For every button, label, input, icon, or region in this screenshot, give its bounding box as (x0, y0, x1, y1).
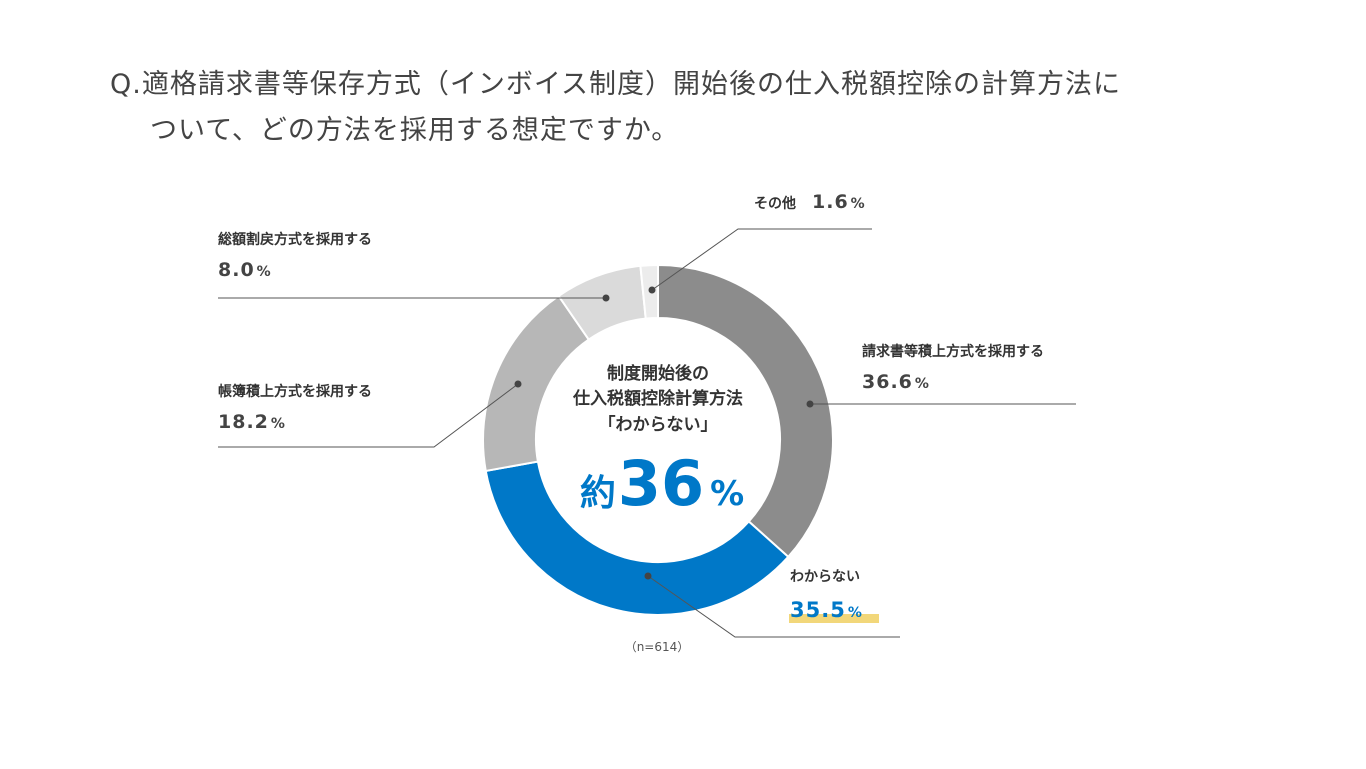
slice-2 (484, 460, 790, 616)
leader-dot-3 (514, 380, 522, 388)
slice-name-1: 請求書等積上方式を採用する (862, 343, 1044, 360)
slice-name-2: わからない (790, 569, 860, 585)
center-line-1: 制度開始後の (607, 363, 709, 384)
slice-labels: 請求書等積上方式を採用する 36.6 % わからない 35.5 % 帳簿積上方式を採用する 1… (218, 191, 1044, 623)
leader-dot-2 (644, 572, 652, 580)
slice-value-5: 1.6% (812, 191, 866, 213)
leader-line-2 (647, 575, 900, 638)
sample-size-note: （n=614） (625, 640, 690, 654)
slice-1 (657, 263, 834, 559)
value-highlight (789, 614, 879, 623)
leader-dot-4 (602, 294, 610, 302)
question-title: Q.適格請求書等保存方式（インボイス制度）開始後の仕入税額控除の計算方法に つい… (110, 62, 1310, 154)
center-line-2: 仕入税額控除計算方法 (572, 388, 743, 409)
donut-slices (482, 263, 834, 616)
center-line-3: 「わからない」 (599, 414, 718, 435)
slice-name-3: 帳簿積上方式を採用する (218, 383, 372, 400)
slice-value-2: 35.5% (790, 598, 863, 622)
leader-dot-1 (806, 400, 814, 408)
question-line-1: Q.適格請求書等保存方式（インボイス制度）開始後の仕入税額控除の計算方法に (110, 69, 1122, 100)
leader-lines (218, 228, 1076, 638)
slice-name-5: その他 (754, 195, 796, 212)
slice-value-1: 36.6% (862, 371, 930, 393)
leader-line-3 (218, 383, 519, 448)
slice-value-3: 18.2% (218, 411, 286, 433)
center-big-value: 約36% (580, 447, 744, 520)
leader-line-5 (651, 228, 872, 291)
center-unit: % (710, 474, 744, 514)
center-number: 36 (618, 447, 704, 520)
slice-value-4: 8.0% (218, 259, 272, 281)
question-line-2: ついて、どの方法を採用する想定ですか。 (150, 115, 680, 146)
center-prefix: 約 (580, 473, 616, 514)
leader-dot-5 (648, 286, 656, 294)
slice-name-4: 総額割戻方式を採用する (218, 231, 372, 248)
center-label: 制度開始後の 仕入税額控除計算方法 「わからない」 約36% (572, 363, 744, 520)
slice-3 (482, 294, 591, 473)
